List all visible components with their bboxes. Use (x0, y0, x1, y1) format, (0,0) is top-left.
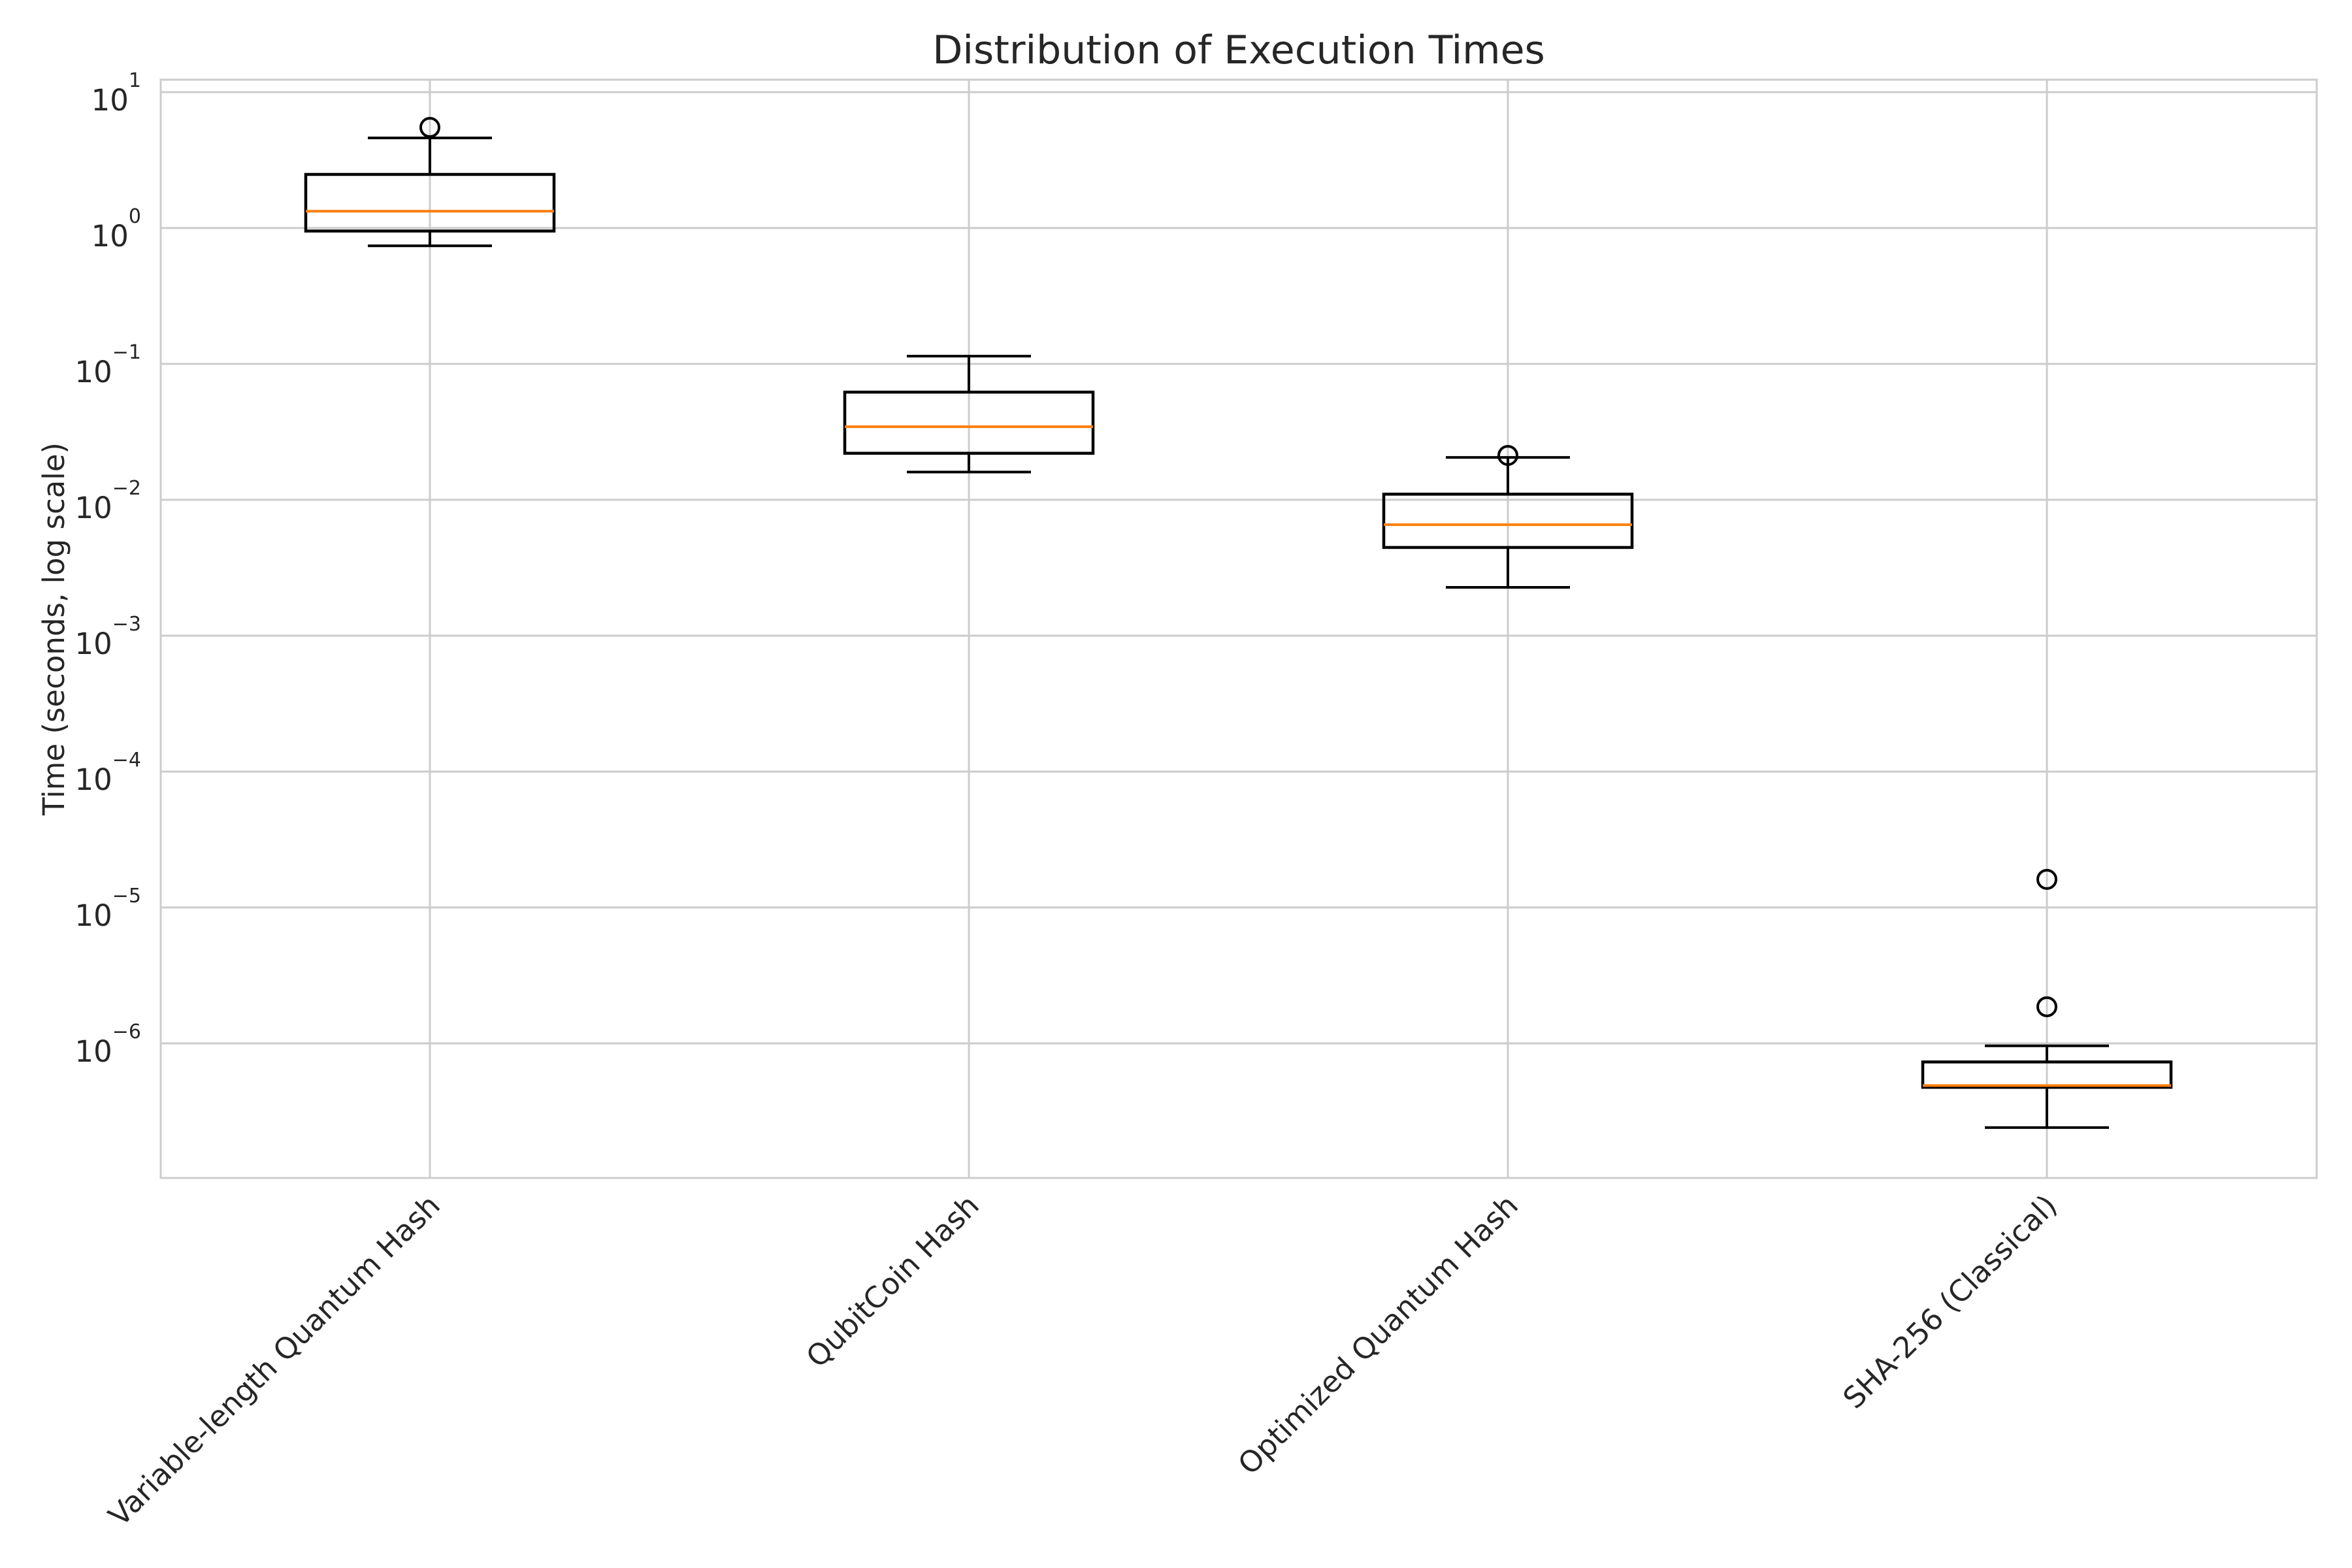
x-tick-label: QubitCoin Hash (800, 1188, 986, 1374)
y-tick-label: 10−3 (75, 613, 142, 661)
chart-title: Distribution of Execution Times (932, 27, 1545, 73)
iqr-box (1382, 493, 1634, 549)
y-tick-label: 10−5 (75, 885, 142, 933)
y-tick-label: 10−1 (75, 341, 142, 389)
outlier-marker (1497, 445, 1518, 466)
outlier-marker (2036, 868, 2057, 890)
x-tick-label: Optimized Quantum Hash (1232, 1188, 1525, 1481)
y-axis-label: Time (seconds, log scale) (37, 442, 71, 816)
y-tick-label: 101 (91, 69, 141, 118)
y-tick-label: 10−4 (75, 749, 142, 797)
y-tick-label: 10−6 (75, 1021, 142, 1069)
x-tick-label: SHA-256 (Classical) (1837, 1188, 2064, 1415)
outlier-marker (2036, 996, 2057, 1017)
plot-spines (159, 78, 2318, 1179)
y-tick-label: 10−2 (75, 477, 142, 525)
y-tick-label: 100 (91, 205, 141, 253)
iqr-box (1921, 1060, 2173, 1089)
outlier-marker (419, 117, 440, 139)
iqr-box (304, 172, 556, 233)
iqr-box (843, 390, 1095, 455)
x-tick-label: Variable-length Quantum Hash (102, 1188, 447, 1533)
